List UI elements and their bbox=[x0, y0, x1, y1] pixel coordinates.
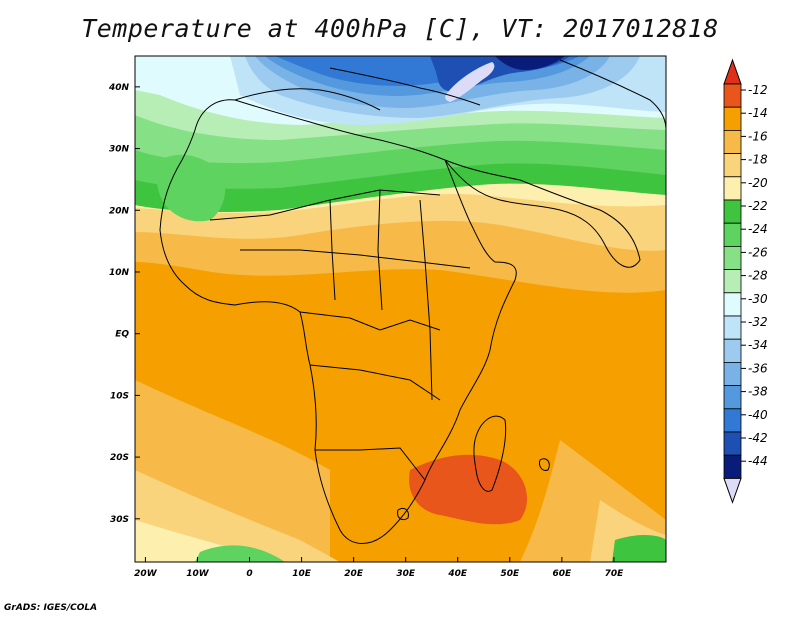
y-tick-label: 10N bbox=[109, 268, 130, 278]
colorbar-swatch bbox=[723, 315, 742, 340]
colorbar-label: -12 bbox=[748, 83, 768, 97]
x-tick-label: 0 bbox=[246, 569, 252, 579]
colorbar-label: -26 bbox=[748, 245, 768, 259]
colorbar-label: -14 bbox=[748, 106, 768, 120]
colorbar-label: -16 bbox=[748, 129, 768, 143]
colorbar-label: -42 bbox=[748, 431, 768, 445]
colorbar-swatch bbox=[723, 222, 742, 247]
colorbar-swatch bbox=[723, 292, 742, 317]
x-tick-label: 30E bbox=[396, 569, 416, 579]
colorbar-swatch bbox=[723, 106, 742, 131]
colorbar-swatch bbox=[723, 431, 742, 456]
x-tick-label: 20W bbox=[134, 569, 158, 579]
colorbar-bottom-arrow bbox=[723, 477, 742, 504]
colorbar-swatch bbox=[723, 385, 742, 410]
y-tick-label: 20N bbox=[109, 206, 130, 216]
y-tick-label: 20S bbox=[110, 453, 129, 463]
colorbar-label: -32 bbox=[748, 315, 768, 329]
temperature-field bbox=[135, 56, 666, 562]
colorbar-label: -44 bbox=[748, 454, 768, 468]
colorbar-label: -20 bbox=[748, 176, 768, 190]
map-title: Temperature at 400hPa [C], VT: 201701281… bbox=[81, 14, 719, 43]
colorbar-label: -34 bbox=[748, 338, 768, 352]
colorbar: -12 -14 -16 -18 -20 -22 -24 -26 -28 -30 -32 -34 -36 -… bbox=[723, 58, 768, 504]
grads-credit: GrADS: IGES/COLA bbox=[4, 603, 98, 613]
colorbar-top-arrow bbox=[723, 58, 742, 85]
colorbar-swatch bbox=[723, 83, 742, 108]
x-tick-label: 10E bbox=[292, 569, 312, 579]
x-tick-label: 70E bbox=[605, 569, 625, 579]
x-tick-label: 10W bbox=[186, 569, 210, 579]
y-tick-label: 30S bbox=[110, 515, 129, 525]
y-tick-label: 10S bbox=[110, 391, 129, 401]
colorbar-swatch bbox=[723, 129, 742, 154]
plot-frame bbox=[134, 55, 667, 563]
y-axis: 40N 30N 20N 10N EQ 10S 20S 30S bbox=[108, 83, 140, 525]
colorbar-swatch bbox=[723, 153, 742, 178]
colorbar-label: -24 bbox=[748, 222, 768, 236]
colorbar-swatch bbox=[723, 245, 742, 270]
coastline-outlines bbox=[159, 59, 666, 544]
y-tick-label: EQ bbox=[115, 330, 129, 340]
x-tick-label: 50E bbox=[500, 569, 520, 579]
colorbar-swatch bbox=[723, 176, 742, 201]
colorbar-label: -30 bbox=[748, 292, 768, 306]
colorbar-label: -22 bbox=[748, 199, 768, 213]
colorbar-swatch bbox=[723, 338, 742, 363]
x-tick-label: 20E bbox=[344, 569, 364, 579]
colorbar-label: -38 bbox=[748, 385, 768, 399]
colorbar-swatch bbox=[723, 454, 742, 479]
colorbar-swatch bbox=[723, 269, 742, 294]
x-axis: 20W 10W 0 10E 20E 30E 40E 50E 60E 70E bbox=[134, 557, 624, 579]
y-tick-label: 40N bbox=[108, 83, 130, 93]
x-tick-label: 40E bbox=[447, 569, 468, 579]
colorbar-label: -40 bbox=[748, 408, 768, 422]
colorbar-swatch bbox=[723, 361, 742, 386]
colorbar-label: -18 bbox=[748, 153, 768, 167]
y-tick-label: 30N bbox=[109, 145, 130, 155]
x-tick-label: 60E bbox=[553, 569, 573, 579]
colorbar-swatch bbox=[723, 408, 742, 433]
colorbar-label: -36 bbox=[748, 361, 768, 375]
colorbar-swatch bbox=[723, 199, 742, 224]
colorbar-label: -28 bbox=[748, 269, 768, 283]
